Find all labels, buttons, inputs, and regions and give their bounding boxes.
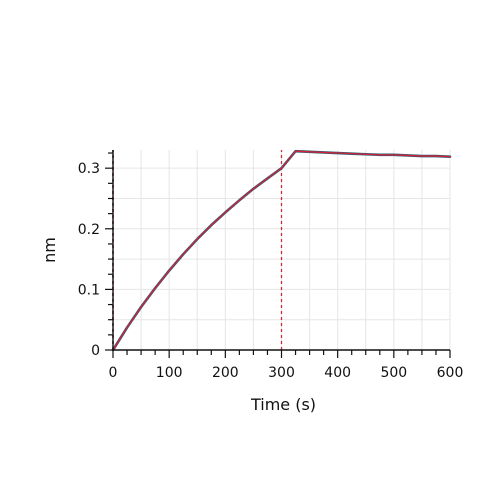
fit-line [112,150,451,351]
x-tick-label: 200 [212,365,239,381]
x-tick-label: 400 [324,365,351,381]
x-axis-title: Time (s) [250,395,316,414]
x-tick-label: 300 [268,365,295,381]
y-tick-label: 0.2 [78,222,100,238]
y-tick-label: 0.1 [78,282,100,298]
y-tick-label: 0.3 [78,161,100,177]
y-axis-title: nm [40,237,59,263]
x-tick-label: 100 [156,365,183,381]
x-tick-label: 600 [437,365,464,381]
ticks: 0 100 200 300 400 500 600 0 0.1 0.2 0.3 [78,152,464,381]
y-tick-label: 0 [91,343,100,359]
series [111,149,452,352]
x-tick-label: 0 [109,365,118,381]
x-tick-label: 500 [380,365,407,381]
